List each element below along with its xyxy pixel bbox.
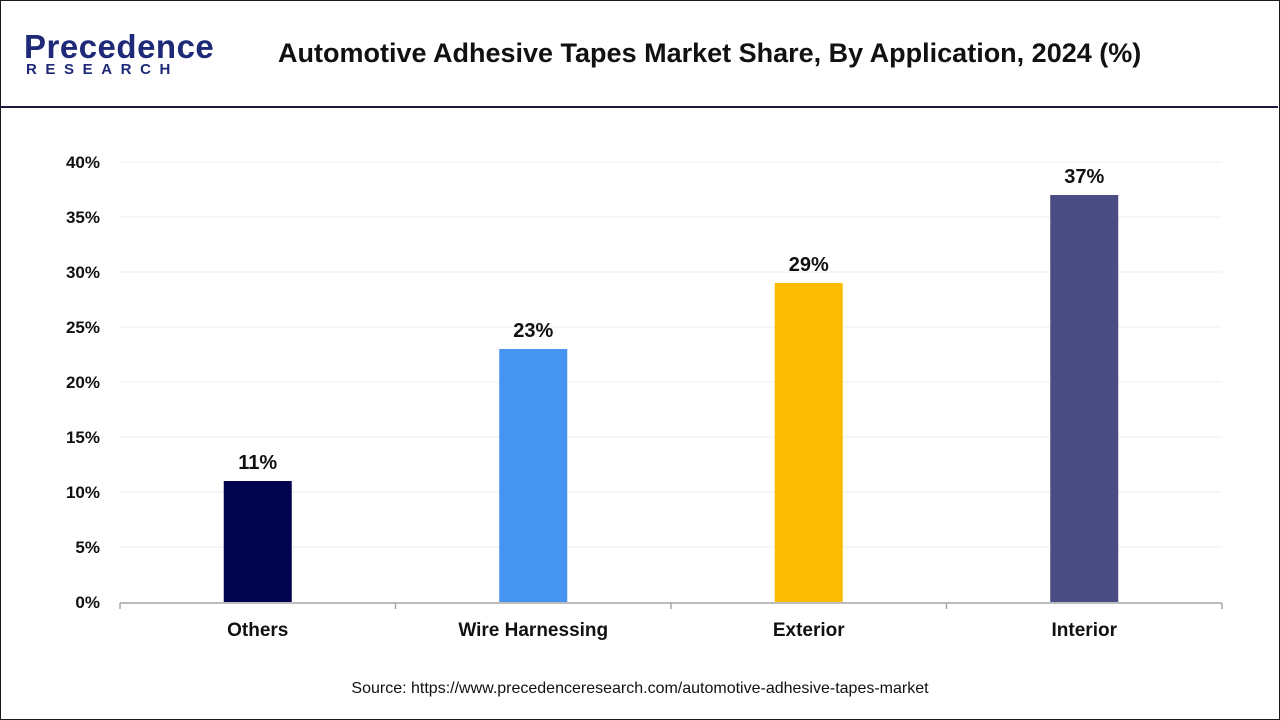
x-tick-label: Wire Harnessing [458,620,608,641]
data-label: 29% [789,254,829,276]
data-labels: 11% 23% 29% 37% [238,166,1104,474]
y-tick-label: 0% [75,593,100,612]
header: Precedence RESEARCH Automotive Adhesive … [0,0,1278,108]
y-tick-label: 20% [66,373,100,392]
logo-subtitle: RESEARCH [26,61,179,78]
logo-wordmark: Precedence [24,28,215,65]
bar-others [223,481,292,602]
y-tick-label: 25% [66,318,100,337]
y-axis-ticks: 0% 5% 10% 15% 20% 25% 30% 35% 40% [66,153,100,612]
bar-wire-harnessing [499,349,568,602]
bars [223,195,1119,602]
x-axis: Others Wire Harnessing Exterior Interior [119,602,1223,641]
y-tick-label: 5% [75,538,100,557]
y-tick-label: 30% [66,263,100,282]
y-tick-label: 10% [66,483,100,502]
gridlines [120,161,1222,548]
x-tick-label: Others [227,620,288,641]
y-tick-label: 15% [66,428,100,447]
data-label: 11% [238,452,277,474]
y-tick-label: 40% [66,153,100,172]
x-tick-label: Exterior [773,620,845,641]
brand-logo: Precedence RESEARCH [22,28,222,84]
data-label: 37% [1064,166,1104,188]
bar-chart: 0% 5% 10% 15% 20% 25% 30% 35% 40% 11% 23% 29% 37% O… [66,153,1223,641]
x-tick-label: Interior [1052,620,1118,641]
data-label: 23% [513,320,553,342]
chart-title: Automotive Adhesive Tapes Market Share, … [278,38,1142,68]
source-note: Source: https://www.precedenceresearch.c… [351,680,929,697]
bar-interior [1050,195,1119,602]
y-tick-label: 35% [66,208,100,227]
bar-exterior [774,283,843,602]
